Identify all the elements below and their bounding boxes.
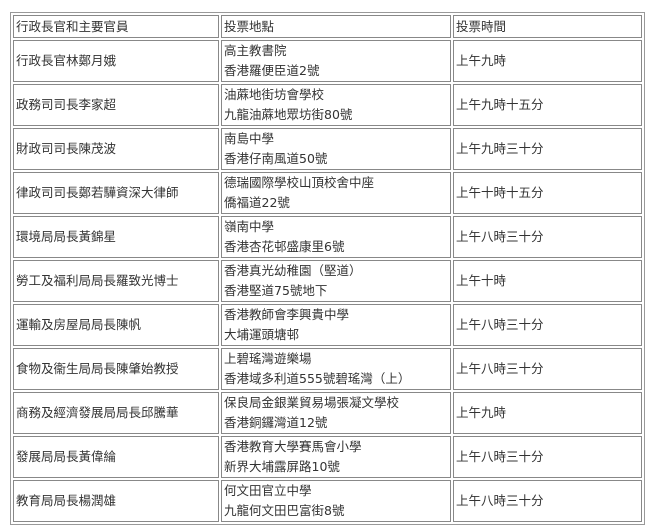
- venue-cell: 何文田官立中學九龍何文田巴富街8號: [221, 480, 451, 522]
- venue-address: 香港仔南風道50號: [224, 151, 328, 166]
- venue-cell: 油蔴地街坊會學校九龍油蔴地眾坊街80號: [221, 84, 451, 126]
- venue-address: 九龍何文田巴富街8號: [224, 503, 345, 518]
- time-cell: 上午八時三十分: [453, 348, 642, 390]
- venue-address: 香港域多利道555號碧瑤灣（上）: [224, 371, 411, 386]
- table-row: 教育局局長楊潤雄 何文田官立中學 九龍何文田巴富街8號 上午八時三十分: [13, 480, 642, 522]
- header-venue: 投票地點: [221, 15, 451, 38]
- venue-cell: 香港真光幼稚園（堅道） 香港堅道75號地下: [221, 260, 451, 302]
- table-row: 勞工及福利局局長羅致光博士 香港真光幼稚園（堅道） 香港堅道75號地下 上午十時: [13, 260, 642, 302]
- time-cell: 上午八時三十分: [453, 480, 642, 522]
- official-cell: 商務及經濟發展局局長邱騰華: [13, 392, 219, 434]
- venue-address: 九龍油蔴地眾坊街80號: [224, 107, 353, 122]
- venue-cell: 上碧瑤灣遊樂場香港域多利道555號碧瑤灣（上）: [221, 348, 451, 390]
- venue-name: 南島中學: [224, 131, 275, 146]
- venue-address: 僑福道22號: [224, 195, 290, 210]
- table-row: 律政司司長鄭若驊資深大律師 德瑞國際學校山頂校舍中座 僑福道22號 上午十時十五分: [13, 172, 642, 214]
- time-cell: 上午十時十五分: [453, 172, 642, 214]
- table-row: 商務及經濟發展局局長邱騰華 保良局金銀業貿易場張凝文學校 香港銅鑼灣道12號 上午九時: [13, 392, 642, 434]
- venue-cell: 嶺南中學香港杏花邨盛康里6號: [221, 216, 451, 258]
- official-cell: 發展局局長黃偉綸: [13, 436, 219, 478]
- header-official: 行政長官和主要官員: [13, 15, 219, 38]
- official-cell: 食物及衞生局局長陳肇始教授: [13, 348, 219, 390]
- official-cell: 教育局局長楊潤雄: [13, 480, 219, 522]
- time-cell: 上午八時三十分: [453, 304, 642, 346]
- venue-name: 德瑞國際學校山頂校舍中座: [224, 175, 375, 190]
- table-row: 政務司司長李家超 油蔴地街坊會學校 九龍油蔴地眾坊街80號 上午九時十五分: [13, 84, 642, 126]
- official-cell: 財政司司長陳茂波: [13, 128, 219, 170]
- table-header-row: 行政長官和主要官員 投票地點 投票時間: [13, 15, 642, 38]
- venue-cell: 香港教師會李興貴中學 大埔運頭塘邨: [221, 304, 451, 346]
- official-cell: 勞工及福利局局長羅致光博士: [13, 260, 219, 302]
- header-time: 投票時間: [453, 15, 642, 38]
- venue-address: 香港堅道75號地下: [224, 283, 328, 298]
- venue-name: 高主教書院: [224, 43, 287, 58]
- venue-cell: 香港教育大學賽馬會小學 新界大埔露屏路10號: [221, 436, 451, 478]
- venue-address: 香港杏花邨盛康里6號: [224, 239, 345, 254]
- time-cell: 上午九時: [453, 392, 642, 434]
- official-cell: 行政長官林鄭月娥: [13, 40, 219, 82]
- table-row: 財政司司長陳茂波 南島中學 香港仔南風道50號 上午九時三十分: [13, 128, 642, 170]
- venue-cell: 德瑞國際學校山頂校舍中座 僑福道22號: [221, 172, 451, 214]
- time-cell: 上午九時三十分: [453, 128, 642, 170]
- official-cell: 律政司司長鄭若驊資深大律師: [13, 172, 219, 214]
- venue-name: 嶺南中學: [224, 219, 275, 234]
- venue-cell: 高主教書院香港羅便臣道2號: [221, 40, 451, 82]
- official-cell: 運輸及房屋局局長陳帆: [13, 304, 219, 346]
- voting-schedule-table: 行政長官和主要官員 投票地點 投票時間 行政長官林鄭月娥 高主教書院香港羅便臣道2…: [10, 12, 645, 525]
- venue-name: 保良局金銀業貿易場張凝文學校: [224, 395, 400, 410]
- table-row: 運輸及房屋局局長陳帆 香港教師會李興貴中學 大埔運頭塘邨 上午八時三十分: [13, 304, 642, 346]
- venue-name: 香港教師會李興貴中學: [224, 307, 350, 322]
- venue-name: 上碧瑤灣遊樂場: [224, 351, 312, 366]
- venue-address: 大埔運頭塘邨: [224, 327, 300, 342]
- official-cell: 環境局局長黃錦星: [13, 216, 219, 258]
- venue-name: 何文田官立中學: [224, 483, 312, 498]
- venue-name: 香港真光幼稚園（堅道）: [224, 263, 362, 278]
- venue-address: 新界大埔露屏路10號: [224, 459, 340, 474]
- venue-address: 香港銅鑼灣道12號: [224, 415, 328, 430]
- table-row: 發展局局長黃偉綸 香港教育大學賽馬會小學 新界大埔露屏路10號 上午八時三十分: [13, 436, 642, 478]
- venue-name: 香港教育大學賽馬會小學: [224, 439, 362, 454]
- venue-address: 香港羅便臣道2號: [224, 63, 320, 78]
- official-cell: 政務司司長李家超: [13, 84, 219, 126]
- table-row: 食物及衞生局局長陳肇始教授 上碧瑤灣遊樂場 香港域多利道555號碧瑤灣（上） 上午八時…: [13, 348, 642, 390]
- time-cell: 上午十時: [453, 260, 642, 302]
- time-cell: 上午九時: [453, 40, 642, 82]
- venue-cell: 保良局金銀業貿易場張凝文學校 香港銅鑼灣道12號: [221, 392, 451, 434]
- time-cell: 上午八時三十分: [453, 216, 642, 258]
- time-cell: 上午八時三十分: [453, 436, 642, 478]
- time-cell: 上午九時十五分: [453, 84, 642, 126]
- table-row: 行政長官林鄭月娥 高主教書院 香港羅便臣道2號 上午九時: [13, 40, 642, 82]
- venue-name: 油蔴地街坊會學校: [224, 87, 325, 102]
- venue-cell: 南島中學香港仔南風道50號: [221, 128, 451, 170]
- table-row: 環境局局長黃錦星 嶺南中學 香港杏花邨盛康里6號 上午八時三十分: [13, 216, 642, 258]
